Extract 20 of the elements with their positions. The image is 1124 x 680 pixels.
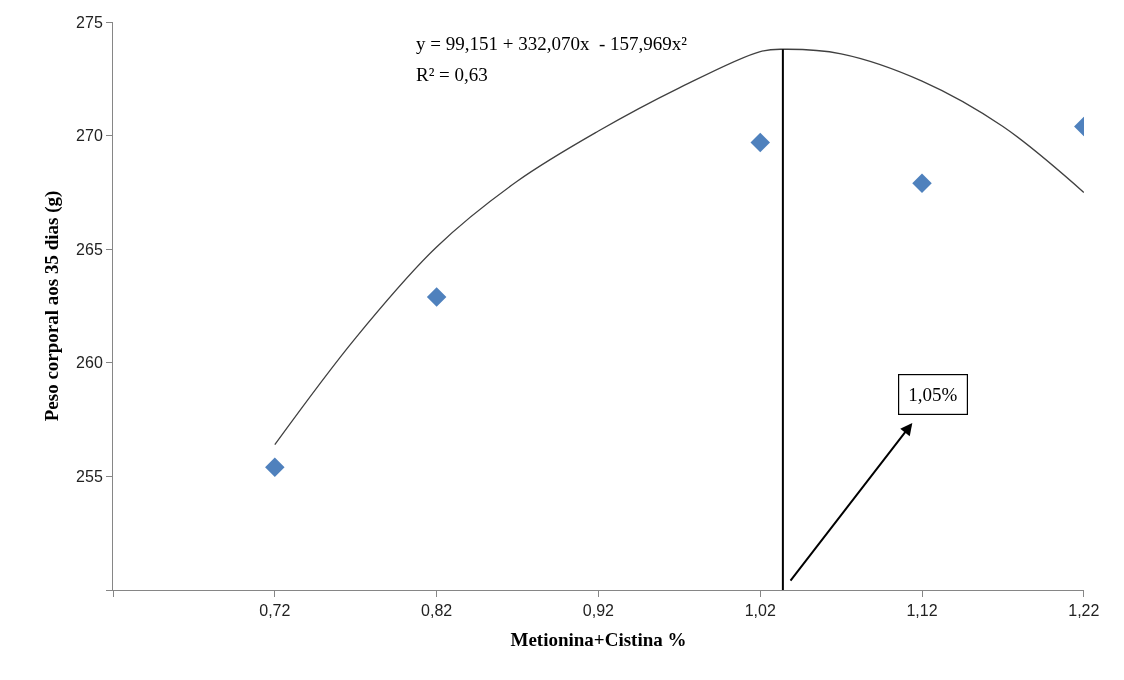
x-tick-label: 1,02 [744,602,776,620]
annotation: y = 99,151 + 332,070x - 157,969x² [416,33,688,54]
x-tick-label: 0,82 [421,602,453,620]
x-axis-title: Metionina+Cistina % [510,629,687,650]
annotation: 1,05% [908,384,958,406]
x-tick-label: 1,22 [1068,602,1100,620]
x-tick-label: 0,72 [259,602,291,620]
y-axis-title: Peso corporal aos 35 dias (g) [40,190,63,422]
x-tick-label: 0,92 [582,602,615,620]
point [265,457,285,478]
y-tick-label: 265 [76,240,103,258]
x-tick-label: 1,12 [906,602,938,620]
y-tick-label: 260 [76,354,103,372]
point [912,173,932,194]
y-tick-label: 275 [76,13,103,31]
y-tick-label: 270 [76,127,103,145]
point [426,287,447,307]
y-tick-label: 255 [76,468,103,485]
point [750,132,770,153]
annotation: R² = 0,63 [416,64,488,85]
